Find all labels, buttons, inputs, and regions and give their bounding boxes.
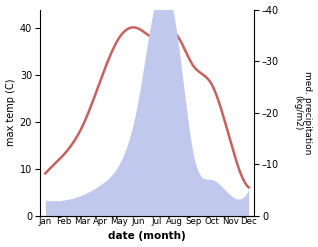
X-axis label: date (month): date (month) xyxy=(108,231,186,242)
Y-axis label: med. precipitation
(kg/m2): med. precipitation (kg/m2) xyxy=(293,71,313,154)
Y-axis label: max temp (C): max temp (C) xyxy=(5,79,16,146)
